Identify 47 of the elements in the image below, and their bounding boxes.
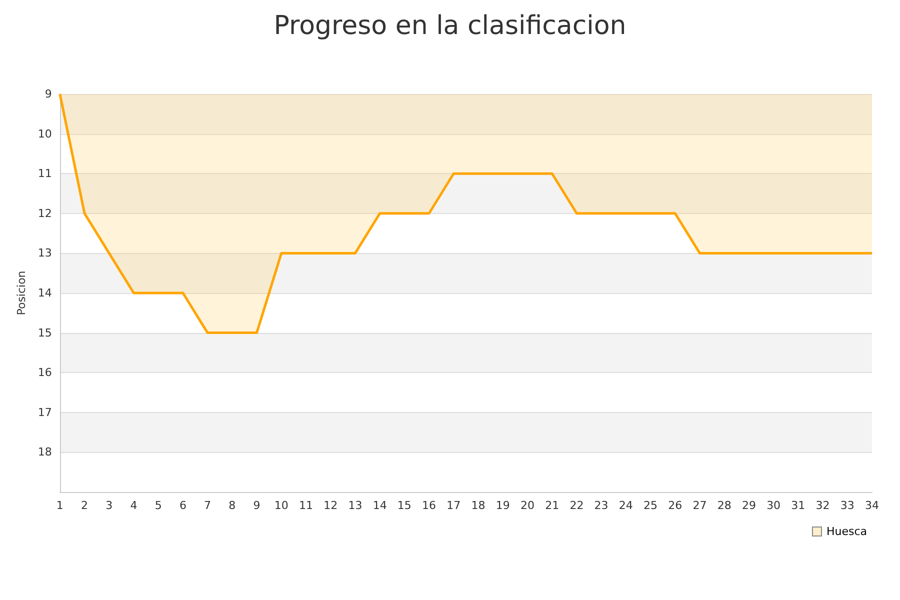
x-tick-label: 4 [130,499,138,512]
y-tick-label: 16 [38,366,52,380]
x-tick-label: 16 [422,499,436,512]
x-tick-label: 17 [446,499,461,512]
x-tick-label: 3 [106,499,113,512]
y-tick-label: 18 [38,446,52,459]
y-tick-label: 12 [38,206,52,220]
y-axis-title: Posicion [15,270,28,316]
y-tick-label: 14 [38,286,52,300]
x-tick-label: 25 [644,499,658,512]
y-tick-label: 10 [38,127,52,140]
x-tick-label: 14 [372,499,387,512]
x-tick-label: 33 [840,499,854,512]
x-tick-label: 29 [742,499,756,512]
x-tick-label: 1 [56,499,64,512]
x-tick-label: 7 [204,499,212,512]
x-tick-label: 24 [618,499,633,512]
x-tick-label: 18 [471,499,486,512]
x-tick-label: 28 [717,499,732,512]
y-tick-label: 17 [38,406,52,419]
x-tick-label: 6 [179,499,186,512]
x-tick-label: 31 [791,499,806,512]
x-tick-label: 34 [865,499,879,512]
x-tick-label: 30 [766,499,781,512]
y-tick-label: 13 [38,246,52,260]
legend-label: Huesca [826,525,867,538]
x-tick-label: 15 [397,499,412,512]
x-tick-label: 22 [570,499,584,512]
x-tick-label: 23 [594,499,608,512]
y-tick-label: 15 [38,326,52,340]
y-tick-label: 11 [38,167,52,180]
x-tick-label: 5 [154,499,162,512]
x-tick-label: 13 [348,499,362,512]
x-tick-label: 8 [228,499,236,512]
x-tick-label: 10 [274,499,288,512]
x-tick-label: 20 [520,499,534,512]
x-tick-label: 11 [298,499,313,512]
x-tick-label: 27 [692,499,707,512]
x-tick-label: 26 [668,499,682,512]
chart-title: Progreso en la clasificacion [274,11,626,41]
x-tick-label: 9 [253,499,260,512]
x-tick-label: 19 [496,499,510,512]
x-tick-label: 32 [816,499,830,512]
x-tick-label: 21 [545,499,560,512]
y-tick-label: 9 [44,88,52,100]
x-tick-label: 2 [81,499,88,512]
x-tick-label: 12 [324,499,338,512]
